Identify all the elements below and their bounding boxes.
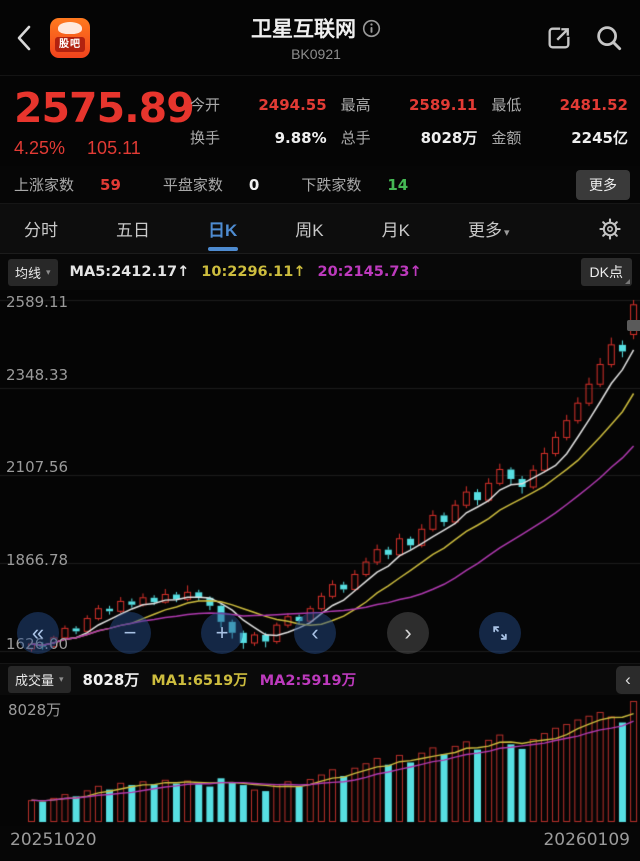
gear-icon <box>599 217 621 240</box>
volume-canvas[interactable] <box>0 695 640 826</box>
date-axis-left: 20251020 <box>10 830 97 850</box>
price-axis-tick: 1626.00 <box>6 635 69 653</box>
volume-value: 8028万 <box>82 671 140 689</box>
settings-button[interactable] <box>590 209 630 249</box>
title-block: 卫星互联网 BK0921 <box>90 13 542 62</box>
panel-collapse-button[interactable]: ‹ <box>616 666 640 694</box>
zoom-out-button[interactable]: − <box>109 612 151 654</box>
down-count: 14 <box>387 175 409 194</box>
candlestick-canvas[interactable] <box>0 290 640 663</box>
quote-stats-grid: 今开 2494.55 最高 2589.11 最低 2481.52 换手 9.88% 总手… <box>186 86 632 160</box>
stat-value: 2245亿 <box>571 129 628 147</box>
page-title: 卫星互联网 <box>251 18 356 41</box>
tab-minute[interactable]: 分时 <box>24 221 58 240</box>
header: 股吧 卫星互联网 BK0921 <box>0 0 640 76</box>
chart-period-tabs: 分时 五日 日K 周K 月K 更多 ▾ <box>0 204 640 254</box>
more-button[interactable]: 更多 <box>576 169 630 200</box>
change-value: 105.11 <box>87 138 141 158</box>
share-icon <box>548 27 570 48</box>
stat-label: 最低 <box>491 97 522 114</box>
stat-label: 金额 <box>491 130 522 147</box>
search-icon <box>597 25 622 50</box>
share-button[interactable] <box>542 21 576 55</box>
stat-value: 8028万 <box>420 129 478 147</box>
volume-ma2-value: MA2:5919万 <box>259 673 357 689</box>
resize-corner-icon <box>625 279 630 284</box>
ma-legend-bar: 均线 ▾ MA5:2412.17↑ 10:2296.11↑ 20:2145.73↑… <box>0 254 640 290</box>
stat-value: 9.88% <box>274 128 327 147</box>
candlestick-chart-pane: 2589.11 2348.33 2107.56 1866.78 1626.00 … <box>0 290 640 663</box>
volume-ma1-value: MA1:6519万 <box>151 673 248 689</box>
guba-app-logo[interactable]: 股吧 <box>50 17 90 58</box>
stat-label: 总手 <box>340 130 371 147</box>
down-count-label: 下跌家数 <box>301 177 362 194</box>
date-axis-right: 20260109 <box>543 830 630 850</box>
caret-down-icon: ▾ <box>59 674 64 684</box>
date-axis: 20251020 20260109 <box>0 826 640 854</box>
flat-count: 0 <box>248 175 260 194</box>
tab-more[interactable]: 更多 ▾ <box>467 221 510 240</box>
expand-icon <box>493 626 507 640</box>
tab-5day[interactable]: 五日 <box>116 221 150 240</box>
up-count-label: 上涨家数 <box>14 177 75 194</box>
zoom-in-button[interactable]: + <box>201 612 243 654</box>
tab-monthly-k[interactable]: 月K <box>381 221 410 240</box>
ma-selector-dropdown[interactable]: 均线 ▾ <box>8 258 58 286</box>
stat-value: 2589.11 <box>409 95 478 114</box>
info-icon[interactable] <box>362 19 381 38</box>
last-price-block: 2575.89 4.25% 105.11 <box>14 84 195 160</box>
price-axis-tick: 2348.33 <box>6 366 69 384</box>
stat-value: 2494.55 <box>258 95 327 114</box>
back-button[interactable] <box>14 16 44 60</box>
stock-code: BK0921 <box>291 46 341 62</box>
ma10-value: 10:2296.11↑ <box>201 264 306 280</box>
tab-weekly-k[interactable]: 周K <box>295 221 324 240</box>
caret-down-icon: ▾ <box>503 227 510 239</box>
ma5-value: MA5:2412.17↑ <box>69 264 190 280</box>
volume-legend-bar: 成交量 ▾ 8028万 MA1:6519万 MA2:5919万 ‹ <box>0 663 640 695</box>
last-price: 2575.89 <box>14 84 195 132</box>
stat-label: 最高 <box>340 97 371 114</box>
back-chevron-icon <box>14 23 36 53</box>
logo-face-icon <box>58 21 82 34</box>
stat-value: 2481.52 <box>559 95 628 114</box>
tab-daily-k[interactable]: 日K <box>208 204 237 253</box>
collapse-toolbar-button[interactable]: « <box>17 612 59 654</box>
price-axis-tick: 2107.56 <box>6 458 69 476</box>
stat-label: 换手 <box>190 130 221 147</box>
volume-chart-pane: 8028万 <box>0 695 640 826</box>
stat-label: 今开 <box>190 97 221 114</box>
price-axis-tick: 1866.78 <box>6 551 69 569</box>
indicator-selector-dropdown[interactable]: 成交量 ▾ <box>8 666 71 693</box>
volume-axis-tick: 8028万 <box>8 701 62 719</box>
pan-right-button[interactable]: › <box>387 612 429 654</box>
fullscreen-button[interactable] <box>479 612 521 654</box>
market-breadth-row: 上涨家数 59 平盘家数 0 下跌家数 14 更多 <box>0 166 640 204</box>
dk-point-button[interactable]: DK点 <box>580 258 632 286</box>
change-percent: 4.25% <box>14 138 66 158</box>
quote-panel: 2575.89 4.25% 105.11 今开 2494.55 最高 2589.11… <box>0 76 640 166</box>
ma20-value: 20:2145.73↑ <box>317 264 422 280</box>
pan-left-button[interactable]: ‹ <box>294 612 336 654</box>
caret-down-icon: ▾ <box>46 266 51 277</box>
search-button[interactable] <box>592 21 626 55</box>
logo-text: 股吧 <box>55 36 85 52</box>
current-price-marker <box>627 320 640 331</box>
price-axis-tick: 2589.11 <box>6 293 69 311</box>
flat-count-label: 平盘家数 <box>162 177 223 194</box>
up-count: 59 <box>100 175 121 194</box>
